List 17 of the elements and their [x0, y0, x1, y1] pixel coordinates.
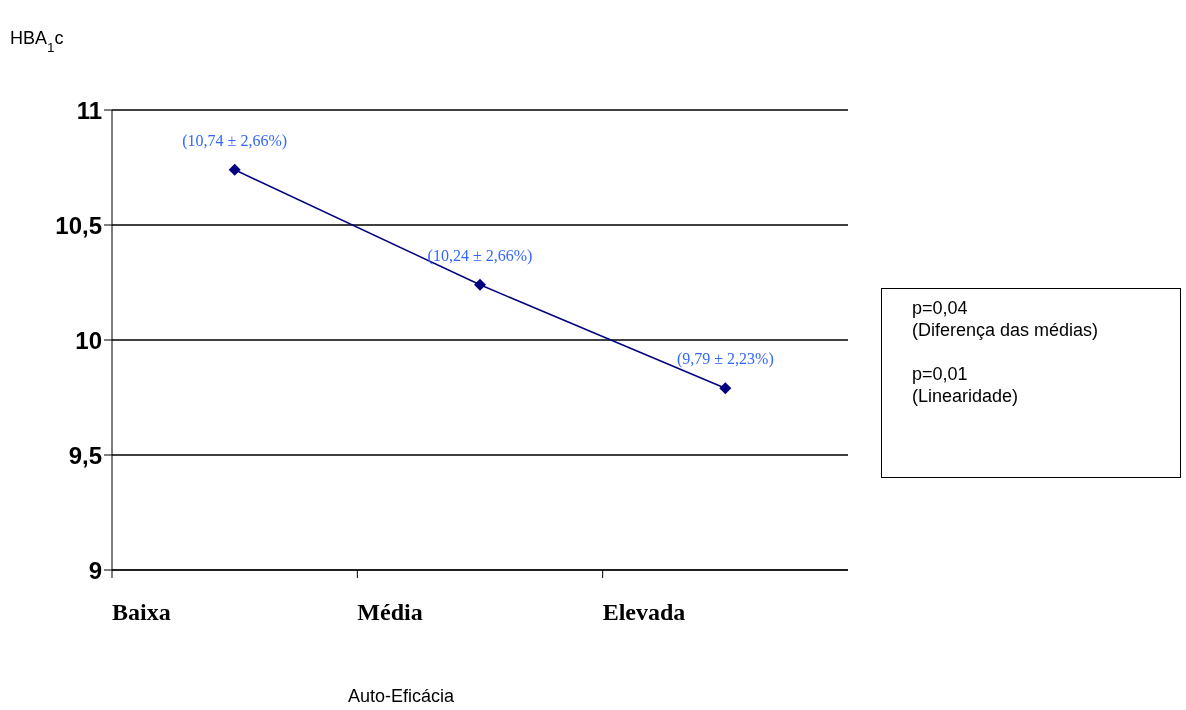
y-tick-label: 11: [76, 96, 102, 124]
y-tick-label: 9: [88, 556, 102, 584]
y-tick-label: 10,5: [55, 211, 102, 239]
point: [228, 163, 241, 176]
data-label: (10,24 ± 2,66%): [427, 246, 533, 265]
y-tick-label: 9,5: [68, 441, 102, 469]
data-label: (9,79 ± 2,23%): [676, 350, 774, 369]
x-tick-label: Média: [357, 599, 423, 625]
x-tick-label: Baixa: [112, 599, 171, 625]
point: [719, 382, 732, 395]
x-axis-title: Auto-Eficácia: [348, 686, 455, 707]
point: [474, 278, 486, 291]
y-axis-title: HBA$_{1}$c: [10, 28, 64, 55]
y-tick-label: 10: [75, 326, 102, 354]
data-label: (10,74 ± 2,66%): [182, 131, 288, 150]
x-tick-label: Elevada: [602, 599, 686, 625]
text: p=0,04 (Diferença das médias) p=0,01 (Linearidade): [912, 298, 1099, 406]
